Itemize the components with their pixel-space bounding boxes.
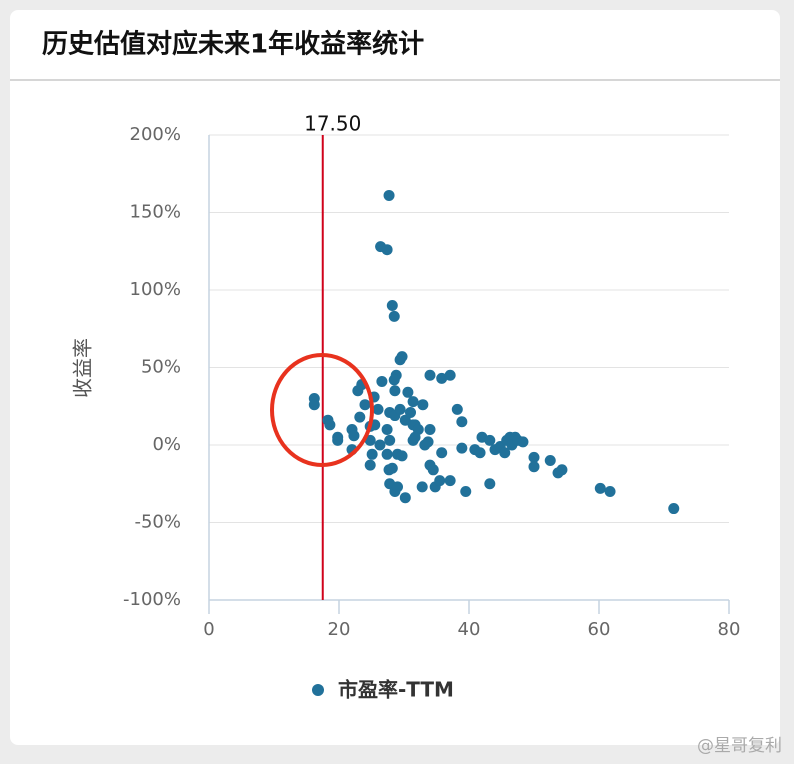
point [388,374,400,386]
point [405,406,416,418]
point [399,492,411,504]
point [668,503,680,515]
point [444,475,456,487]
point [376,375,388,387]
x-tick-label: 20 [328,619,351,640]
point [409,431,421,443]
y-tick-label: -50% [134,512,181,533]
reference-label: 17.50 [304,112,361,136]
point [528,451,540,463]
highlight-ring [270,353,374,467]
point [381,448,393,460]
point [436,447,448,459]
point [474,447,486,459]
point [324,419,336,431]
point [456,416,468,428]
point [427,464,439,476]
point [366,448,378,460]
point [394,403,406,415]
point [417,399,429,411]
point [383,189,395,201]
point [402,386,414,398]
y-axis-label: 收益率 [71,338,95,398]
y-tick-label: 200% [130,124,181,145]
point [528,461,540,473]
y-tick-label: 150% [130,202,181,223]
point [422,436,434,448]
point [332,434,344,446]
legend-marker [312,684,324,696]
point [384,434,396,446]
point [396,450,408,462]
y-tick-label: 50% [141,357,181,378]
chart-title: 历史估值对应未来1年收益率统计 [42,29,424,60]
point [348,430,360,442]
y-tick-label: 100% [130,279,181,300]
point [456,442,468,454]
point [517,436,529,448]
point [396,351,408,363]
point [544,455,556,466]
point [604,486,616,497]
y-tick-label: -100% [123,589,181,610]
x-tick-label: 80 [718,619,741,640]
point [388,310,400,322]
point [381,244,393,256]
legend-label: 市盈率-TTM [338,678,454,702]
point [444,369,456,381]
watermark: @星哥复利 [697,736,782,756]
point [386,300,398,311]
point [392,481,403,493]
point [424,424,436,435]
point [460,486,472,497]
point [424,369,436,381]
point [416,481,428,493]
point [451,403,463,415]
point [389,385,401,397]
point [374,439,386,451]
point [364,459,376,471]
point [381,424,393,435]
point [434,475,446,487]
point [354,411,366,423]
x-tick-label: 60 [588,619,611,640]
point [436,372,448,384]
point [407,396,419,408]
point [359,399,371,411]
point [556,464,568,476]
point [308,399,320,411]
x-tick-label: 40 [458,619,481,640]
point [484,434,496,446]
point [372,403,384,415]
point [499,447,511,459]
point [386,462,398,474]
y-tick-label: 0% [152,434,181,455]
point [484,478,496,490]
point [594,482,606,494]
x-tick-label: 0 [203,619,214,640]
